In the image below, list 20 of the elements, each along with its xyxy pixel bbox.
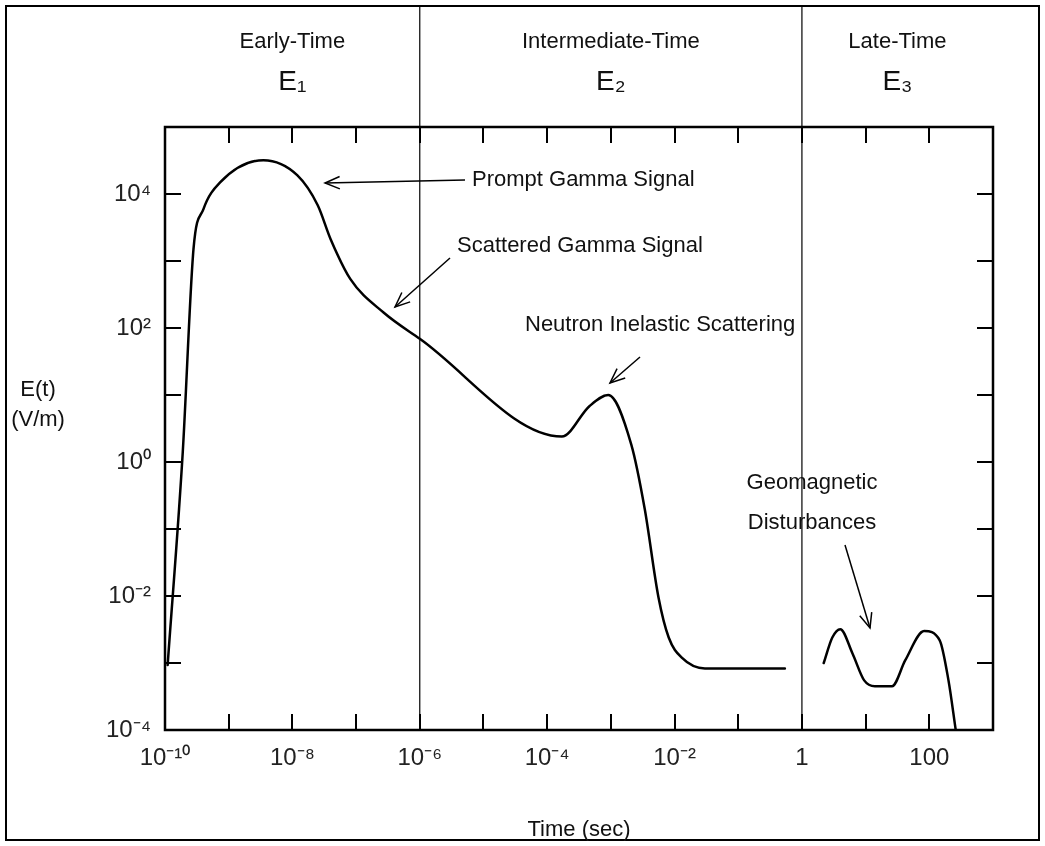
x-tick-label: 100 xyxy=(909,743,950,771)
y-tick-label: 10⁰ xyxy=(116,446,151,474)
x-tick-label: 10⁻⁸ xyxy=(269,743,315,771)
x-tick-label: 1 xyxy=(795,743,809,771)
text: Late-Time E₃ xyxy=(848,28,947,96)
x-tick-label: 10⁻⁴ xyxy=(524,743,570,771)
y-tick-label: 10⁻⁴ xyxy=(105,714,151,742)
text: Early-Time E₁ xyxy=(239,28,346,96)
y-axis-title: E(t) (V/m) xyxy=(11,376,65,432)
y-tick-label: 10⁻² xyxy=(108,580,152,608)
y-tick-label: 10² xyxy=(116,312,152,340)
annotation: Scattered Gamma Signal xyxy=(457,232,703,258)
x-tick-label: 10⁻⁶ xyxy=(397,743,443,771)
x-axis-title: Time (sec) xyxy=(527,816,631,842)
text: Intermediate-Time E₂ xyxy=(522,28,700,96)
annotation: Neutron Inelastic Scattering xyxy=(525,311,796,337)
x-tick-label: 10⁻² xyxy=(653,743,696,771)
y-tick-label: 10⁴ xyxy=(113,178,151,206)
x-tick-label: 10⁻¹⁰ xyxy=(139,743,191,771)
annotation: Prompt Gamma Signal xyxy=(472,166,695,192)
